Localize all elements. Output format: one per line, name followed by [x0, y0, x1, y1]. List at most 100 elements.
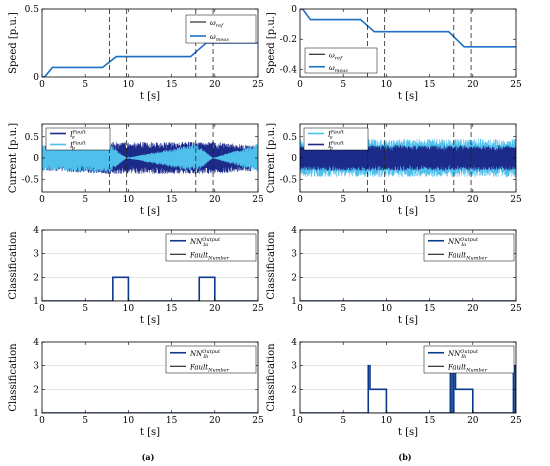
x-axis-label: t [s] — [140, 206, 160, 217]
x-tick-label: 0 — [39, 304, 45, 314]
y-tick-label: 4 — [291, 226, 297, 236]
y-tick-label: 0.5 — [25, 133, 40, 143]
x-tick-label: 10 — [123, 416, 135, 426]
x-tick-label: 0 — [297, 80, 303, 90]
x-axis-label: t [s] — [398, 315, 418, 326]
y-axis-label: Classification — [8, 231, 19, 300]
legend-label: IFault a — [69, 130, 87, 141]
legend-label: FaultNumber — [189, 251, 230, 261]
legend-box — [423, 345, 515, 374]
series-line-0 — [42, 276, 258, 301]
y-axis-label: Classification — [266, 343, 277, 412]
x-tick-label: 20 — [209, 80, 221, 90]
x-tick-label: 20 — [467, 416, 479, 426]
y-tick-label: 3 — [33, 362, 39, 372]
x-tick-label: 15 — [424, 80, 436, 90]
legend-label: ωref — [210, 19, 224, 29]
legend-label: FaultNumber — [447, 363, 488, 373]
x-tick-label: 20 — [209, 195, 221, 205]
x-tick-label: 25 — [252, 195, 264, 205]
axes-frame — [299, 8, 517, 78]
series-line-1 — [42, 42, 258, 77]
x-tick-label: 20 — [467, 80, 479, 90]
y-tick-label: -0.5 — [280, 175, 298, 185]
y-tick-label: 0 — [33, 154, 39, 164]
x-tick-label: 10 — [123, 80, 135, 90]
y-axis-label: Speed [p.u.] — [8, 12, 19, 74]
x-axis-label: t [s] — [398, 427, 418, 438]
x-tick-label: 5 — [340, 80, 346, 90]
y-tick-label: 0 — [291, 154, 297, 164]
x-tick-label: 25 — [510, 416, 522, 426]
plot-area — [42, 141, 258, 175]
axes-frame — [41, 8, 259, 78]
x-tick-label: 15 — [424, 416, 436, 426]
legend-box — [423, 233, 515, 262]
legend: NNOutput Ia FaultNumber — [165, 233, 257, 262]
legend-label: IFault a — [327, 130, 345, 141]
legend-label: IFault b — [69, 141, 87, 152]
y-tick-label: 2 — [291, 273, 297, 283]
x-tick-label: 15 — [424, 304, 436, 314]
x-tick-label: 25 — [510, 304, 522, 314]
y-tick-label: 1 — [33, 409, 39, 419]
legend-label: FaultNumber — [189, 363, 230, 373]
y-tick-label: 0 — [291, 5, 297, 15]
x-tick-label: 5 — [340, 304, 346, 314]
y-tick-label: 4 — [33, 226, 39, 236]
x-axis-label: t [s] — [140, 91, 160, 102]
x-tick-label: 0 — [297, 195, 303, 205]
x-tick-label: 25 — [252, 80, 264, 90]
y-axis-label: Classification — [8, 343, 19, 412]
x-tick-label: 15 — [424, 195, 436, 205]
y-tick-label: -0.4 — [280, 65, 298, 75]
legend: NNOutput Ia FaultNumber — [423, 233, 515, 262]
series-line-1 — [300, 9, 516, 48]
y-tick-label: 1 — [291, 409, 297, 419]
y-axis-label: Current [p.u.] — [266, 123, 277, 193]
chart-panel-b2: 0 5 10 15 20 25 0.5 0 -0.5 t [s] Current [p.u.] IFa… — [266, 123, 522, 217]
y-axis-label: Current [p.u.] — [8, 123, 19, 193]
x-tick-label: 0 — [39, 416, 45, 426]
legend-label: IFault b — [327, 141, 345, 152]
series-line-0 — [42, 42, 258, 77]
legend-label: ωmeas — [210, 33, 229, 43]
x-axis-label: t [s] — [398, 206, 418, 217]
x-axis-label: t [s] — [140, 427, 160, 438]
axes-frame — [299, 341, 517, 414]
y-tick-label: 4 — [33, 338, 39, 348]
y-tick-label: -0.2 — [280, 35, 297, 45]
y-tick-label: 0.5 — [25, 5, 40, 15]
x-tick-label: 25 — [510, 80, 522, 90]
x-tick-label: 0 — [297, 304, 303, 314]
chart-panel-a4: 0 5 10 15 20 25 1 2 3 4 t [s] Classification NNOutpu… — [8, 338, 264, 438]
x-tick-label: 20 — [209, 416, 221, 426]
x-tick-label: 10 — [381, 80, 393, 90]
plot-area — [300, 9, 516, 48]
legend-label: ωmeas — [329, 64, 348, 74]
x-tick-label: 15 — [166, 304, 178, 314]
x-tick-label: 0 — [39, 195, 45, 205]
subfigure-label-b: (b) — [398, 452, 411, 462]
chart-panel-a1: 0 5 10 15 20 25 0 0.5 t [s] Speed [p.u.] ωref ωmeas — [8, 5, 264, 102]
x-tick-label: 10 — [381, 195, 393, 205]
x-tick-label: 15 — [166, 416, 178, 426]
plot-area — [42, 42, 258, 77]
series-line-1 — [42, 143, 258, 173]
y-tick-label: 2 — [291, 385, 297, 395]
y-tick-label: 0.5 — [283, 133, 298, 143]
x-tick-label: 5 — [340, 416, 346, 426]
y-axis-label: Classification — [266, 231, 277, 300]
x-tick-label: 5 — [82, 80, 88, 90]
chart-panel-b4: 0 5 10 15 20 25 1 2 3 4 t [s] Classification NNOutpu… — [266, 338, 522, 438]
axes-frame — [41, 341, 259, 414]
legend-label: ωref — [329, 51, 343, 61]
chart-panel-b3: 0 5 10 15 20 25 1 2 3 4 t [s] Classification NNOutpu… — [266, 226, 522, 326]
x-tick-label: 5 — [82, 195, 88, 205]
y-tick-label: 2 — [33, 385, 39, 395]
x-tick-label: 0 — [39, 80, 45, 90]
legend-label: NNOutput Ib — [189, 349, 221, 360]
subfigure-label-a: (a) — [142, 452, 155, 462]
